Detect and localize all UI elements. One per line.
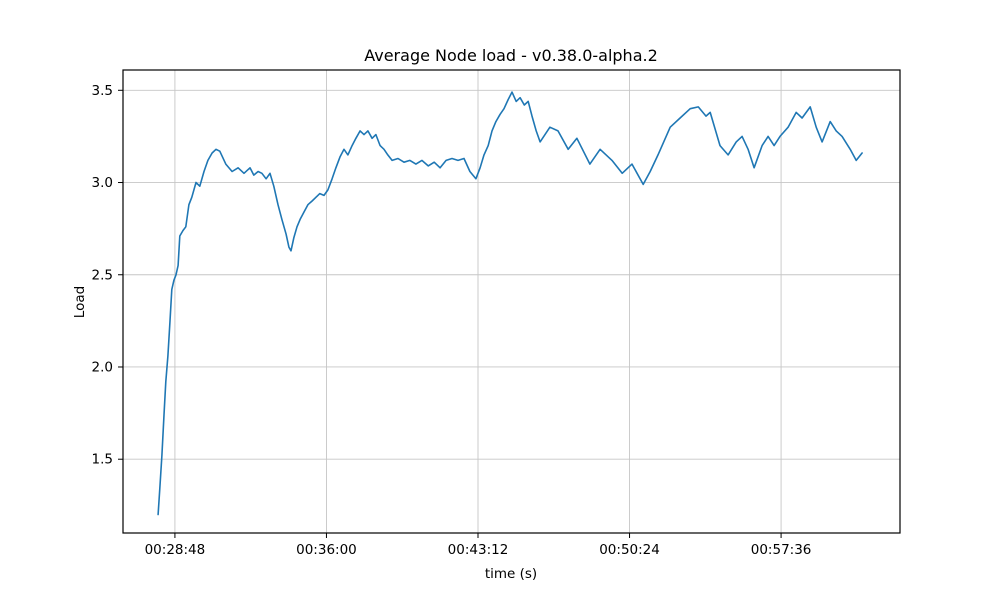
x-tick-label: 00:57:36	[751, 542, 812, 558]
x-axis-label: time (s)	[485, 566, 537, 582]
x-tick-label: 00:50:24	[599, 542, 660, 558]
y-tick-label: 1.5	[92, 452, 113, 468]
chart-title: Average Node load - v0.38.0-alpha.2	[364, 46, 658, 65]
x-tick-label: 00:28:48	[145, 542, 206, 558]
x-tick-label: 00:36:00	[296, 542, 357, 558]
y-tick-label: 2.5	[92, 267, 113, 283]
plot-background	[123, 70, 900, 533]
y-tick-label: 3.5	[92, 83, 113, 99]
y-axis-label: Load	[72, 286, 88, 318]
axes-spines	[122, 69, 901, 534]
grid-lines	[123, 70, 900, 533]
axis-ticks: 00:28:48 00:36:00 00:43:12 00:50:24 00:57:36…	[92, 83, 812, 558]
y-tick-label: 3.0	[92, 175, 113, 191]
load-series-line	[157, 91, 863, 516]
y-tick-label: 2.0	[92, 359, 113, 375]
x-tick-label: 00:43:12	[448, 542, 509, 558]
